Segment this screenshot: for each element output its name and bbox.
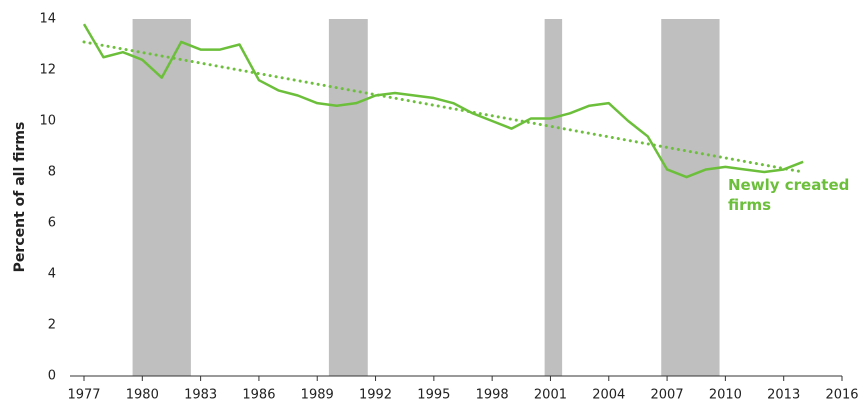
y-tick-label: 8 (48, 165, 56, 180)
y-tick-label: 10 (39, 114, 56, 129)
y-tick-label: 12 (39, 63, 56, 78)
x-tick-label: 2001 (534, 388, 567, 403)
x-tick-label: 1980 (126, 388, 159, 403)
recession-band (328, 19, 368, 376)
x-tick-label: 1977 (67, 388, 100, 403)
y-tick-label: 14 (39, 12, 56, 27)
y-axis-label: Percent of all firms (12, 122, 28, 273)
x-tick-label: 2010 (709, 388, 742, 403)
x-tick-label: 1998 (476, 388, 509, 403)
x-tick-label: 1986 (242, 388, 275, 403)
series-label: Newly created firms (728, 176, 850, 214)
recession-band (132, 19, 191, 376)
x-tick-label: 1989 (301, 388, 334, 403)
x-tick-label: 1983 (184, 388, 217, 403)
y-tick-label: 4 (48, 267, 56, 282)
x-tick-label: 2016 (825, 388, 858, 403)
series-label-box: Newly created firms (728, 176, 850, 214)
y-tick-label: 2 (48, 318, 56, 333)
trend-line (82, 40, 805, 174)
recession-band (661, 19, 720, 376)
x-tick-label: 1995 (417, 388, 450, 403)
recession-band (544, 19, 563, 376)
y-tick-label: 0 (48, 369, 56, 384)
y-tick-label: 6 (48, 216, 56, 231)
series-line (82, 23, 804, 179)
x-tick-label: 2007 (651, 388, 684, 403)
x-tick-label: 2004 (592, 388, 625, 403)
x-tick-label: 1992 (359, 388, 392, 403)
x-tick-label: 2013 (767, 388, 800, 403)
